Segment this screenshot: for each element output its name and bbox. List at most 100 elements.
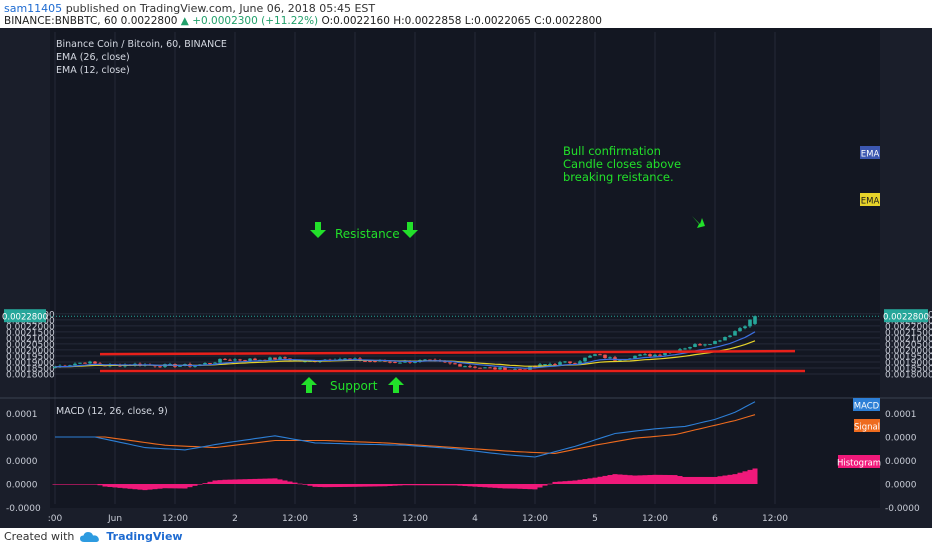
histogram-bar [702, 476, 708, 484]
histogram-bar [497, 484, 503, 489]
candle-body [713, 341, 717, 345]
histogram-bar [322, 484, 328, 488]
support-arrow-left-icon [301, 377, 317, 393]
right-price-tick: 0.0019500 [885, 352, 932, 362]
candle-body [278, 357, 282, 360]
price-chart[interactable]: 0.00230000.00230000.00225000.00225000.00… [0, 28, 932, 528]
support-label: Support [330, 379, 378, 393]
candle-body [413, 361, 417, 363]
candle-body [493, 367, 497, 370]
candle-body [738, 328, 742, 332]
histogram-bar [707, 476, 713, 484]
histogram-bar [362, 484, 368, 487]
candle-body [393, 361, 397, 363]
right-price-tick: 0.0018500 [885, 364, 932, 374]
signal-line [55, 414, 756, 454]
candle-body [363, 360, 367, 362]
histogram-bar [232, 479, 238, 484]
histogram-bar [282, 480, 288, 484]
candle-body [718, 340, 722, 342]
candle-body [723, 337, 727, 341]
candle-body [158, 366, 162, 368]
histogram-bar [672, 475, 678, 484]
candle-body [368, 360, 372, 362]
histogram-bar [357, 484, 363, 487]
candle-body [273, 357, 277, 360]
candle-body [93, 361, 97, 364]
histogram-bar [597, 476, 603, 484]
histogram-bar [112, 484, 118, 488]
candle-body [728, 335, 732, 338]
macd-legend: MACD (12, 26, close, 9) [56, 406, 168, 417]
histogram-bar [662, 474, 668, 484]
candle-body [223, 358, 227, 360]
histogram-bar [97, 484, 103, 486]
candle-body [533, 366, 537, 368]
candle-body [448, 362, 452, 364]
histogram-bar [377, 484, 383, 487]
ema-blue-badge: EMA [861, 150, 880, 160]
candle-body [658, 354, 662, 356]
time-tick: 6 [712, 514, 718, 524]
histogram-bar [437, 484, 443, 486]
candle-body [213, 362, 217, 364]
histogram-bar [432, 484, 438, 486]
candle-body [353, 358, 357, 360]
time-tick: 3 [352, 514, 358, 524]
candle-body [743, 326, 747, 329]
histogram-bar [327, 484, 333, 488]
histogram-bar [537, 484, 543, 488]
histogram-bar [622, 474, 628, 484]
histogram-bar [647, 475, 653, 484]
histogram-bar [197, 484, 203, 485]
left-price-badge: 0.0022800 [2, 313, 48, 323]
right-price-tick: 0.0018000 [885, 371, 932, 381]
histogram-bar [167, 484, 173, 489]
candle-body [478, 367, 482, 369]
candle-body [373, 360, 377, 362]
histogram-bar [482, 484, 488, 488]
change-value: ▲ +0.0002300 (+11.22%) [180, 15, 319, 27]
histogram-bar [577, 479, 583, 484]
histogram-badge-bg [838, 455, 880, 468]
histogram-bar [142, 484, 148, 491]
left-axis-strip [0, 28, 50, 528]
histogram-bar [552, 481, 558, 484]
histogram-bar [162, 484, 168, 489]
left-price-tick: 0.0020000 [6, 346, 55, 356]
author-link[interactable]: sam11405 [4, 2, 63, 15]
histogram-bar [157, 484, 163, 489]
candle-body [638, 354, 642, 356]
histogram-bar [462, 484, 468, 487]
price-value: 0.0022800 [120, 15, 178, 27]
right-axis-strip [880, 28, 932, 528]
histogram-bar [532, 484, 538, 490]
histogram-bar [332, 484, 338, 488]
histogram-bar [442, 484, 448, 486]
histogram-bar [732, 474, 738, 484]
candle-body [253, 358, 257, 361]
candle-body [503, 367, 507, 371]
histogram-bar [582, 479, 588, 484]
histogram-bar [557, 481, 563, 484]
candle-body [643, 354, 647, 356]
histogram-bar [722, 475, 728, 484]
candle-body [608, 357, 612, 359]
histogram-bar [422, 484, 428, 486]
right-price-tick: 0.0020500 [885, 340, 932, 350]
histogram-bar [67, 484, 73, 485]
histogram-bar [592, 477, 598, 484]
histogram-bar [122, 484, 128, 489]
left-price-tick: 0.0022000 [6, 322, 55, 332]
histogram-bar [352, 484, 358, 487]
left-macd-tick: 0.0000 [6, 481, 38, 491]
histogram-bar [737, 472, 743, 484]
histogram-bar [82, 484, 88, 485]
candle-body [598, 354, 602, 356]
histogram-bar [372, 484, 378, 487]
histogram-bar [687, 476, 693, 484]
tradingview-link[interactable]: TradingView [106, 530, 183, 543]
candle-body [443, 361, 447, 363]
left-price-tick: 0.0018500 [6, 364, 55, 374]
histogram-bar [712, 476, 718, 484]
